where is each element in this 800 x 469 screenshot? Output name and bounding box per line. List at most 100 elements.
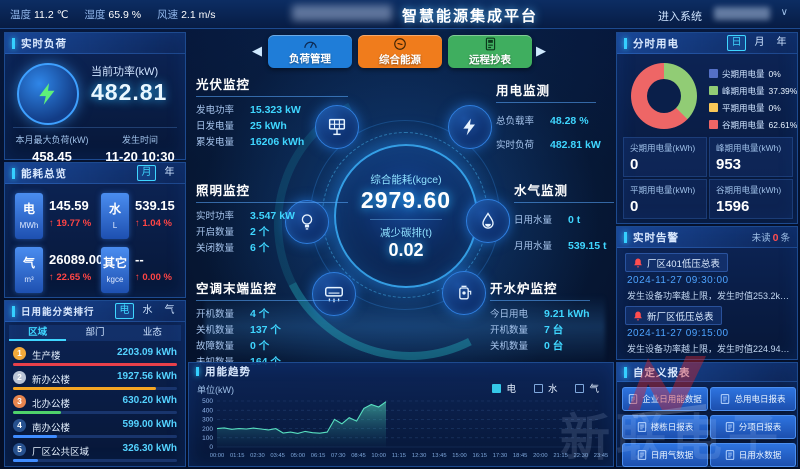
report-button-daily-water[interactable]: 日用水数据: [710, 443, 796, 467]
column-area[interactable]: 区域: [9, 325, 67, 341]
alarm-bell-icon: [634, 311, 642, 320]
kv-row: 累发电量 16206 kWh: [196, 136, 305, 148]
kv-row: 月用水量 539.15 t: [514, 240, 607, 252]
solar-panel-icon: [315, 105, 359, 149]
kv-row: 关机数量 0 台: [490, 340, 564, 352]
page-title: 智慧能源集成平台: [402, 8, 539, 25]
carbon-reduction-value: 0.02: [388, 239, 424, 260]
report-button-subitem-daily[interactable]: 分项日报表: [710, 415, 796, 439]
rank-bar-track: [13, 387, 177, 390]
rank-name: 新办公楼: [32, 375, 71, 386]
legend-water[interactable]: 水: [533, 381, 557, 395]
trend-title: 用能趋势: [205, 365, 251, 378]
reports-header: 自定义报表: [617, 363, 797, 382]
censored-logo: [292, 5, 392, 21]
alert-time: 2024-11-27 09:15:00: [627, 328, 729, 339]
legend-electric[interactable]: 电: [492, 381, 516, 395]
tou-header: 分时用电 日 月 年: [617, 33, 797, 54]
integrated-energy-button[interactable]: 综合能源: [358, 35, 442, 68]
total-energy-value: 2979.60: [360, 186, 452, 213]
kv-row: 总负载率 48.28 %: [496, 115, 589, 127]
load-management-button[interactable]: 负荷管理: [268, 35, 352, 68]
kv-row: 关闭数量 6 个: [196, 242, 270, 254]
other-tile: 其它 kgce -- ↑ 0.00 %: [101, 247, 183, 299]
divider: [370, 218, 442, 220]
nav-next-arrow[interactable]: ▶: [536, 43, 546, 58]
header-accent-bar: [12, 305, 15, 317]
water-gas-title: 水气监测: [514, 180, 614, 203]
electric-trend: ↑ 19.77 %: [49, 218, 92, 229]
ranking-column-tabs: 区域 部门 业态: [9, 325, 181, 341]
report-button-daily-energy[interactable]: 企业日用能数据: [622, 387, 708, 411]
alert-desc: 发生设备功率越上限，发生时值224.94kW…: [627, 344, 791, 354]
weather-strip: 温度 11.2 ℃ 湿度 65.9 % 风速 2.1 m/s: [10, 7, 216, 22]
enter-system-link[interactable]: 进入系统: [658, 11, 702, 23]
chevron-down-icon[interactable]: ∨: [780, 7, 788, 18]
nav-button-label: 远程抄表: [469, 53, 511, 66]
legend-gas[interactable]: 气: [575, 381, 599, 395]
kv-row: 开启数量 2 个: [196, 226, 270, 238]
report-button-building-daily[interactable]: 楼栋日报表: [622, 415, 708, 439]
tab-month[interactable]: 月: [137, 165, 156, 181]
header-accent-bar: [624, 231, 627, 243]
report-button-daily-power[interactable]: 总用电日报表: [710, 387, 796, 411]
kv-row: 今日用电 9.21 kWh: [490, 308, 590, 320]
legend-item: 平期用电量 0%: [709, 99, 797, 116]
header-accent-bar: [624, 366, 627, 378]
user-menu[interactable]: [714, 7, 770, 20]
electric-badge: 电 MWh: [15, 193, 43, 239]
ranking-row: 2 新办公楼 1927.56 kWh: [13, 371, 177, 393]
tab-year[interactable]: 年: [164, 167, 175, 178]
peak-usage-stat: 峰期用电量(kWh) 953: [709, 137, 793, 177]
svg-text:11:15: 11:15: [392, 453, 406, 459]
tab-water[interactable]: 水: [142, 305, 153, 316]
rank-badge: 2: [13, 371, 26, 384]
ranking-title: 日用能分类排行: [21, 307, 95, 318]
svg-text:10:00: 10:00: [371, 453, 386, 459]
alert-source-chip[interactable]: 新厂区低压总表: [625, 306, 722, 325]
wind-stat: 风速 2.1 m/s: [157, 9, 216, 21]
ranking-row: 4 南办公楼 599.00 kWh: [13, 419, 177, 441]
water-drop-icon: [466, 199, 510, 243]
water-value: 539.15: [135, 198, 175, 213]
gas-value: 26089.00: [49, 252, 104, 267]
tou-legend: 尖期用电量 0% 峰期用电量 37.39% 平期用电量 0% 谷期用电量 62.61%: [709, 65, 797, 133]
rank-bar: [13, 363, 177, 366]
total-energy-label: 综合能耗(kgce): [370, 173, 442, 186]
kv-row: 发电功率 15.323 kW: [196, 104, 301, 116]
trend-y-label: 单位(kW): [197, 385, 234, 395]
divider: [13, 127, 177, 128]
nav-prev-arrow[interactable]: ◀: [252, 43, 262, 58]
header-accent-bar: [624, 37, 627, 49]
occur-time-stat: 发生时间 11-20 10:30: [95, 133, 185, 164]
tab-electric[interactable]: 电: [115, 303, 134, 319]
tou-panel: 分时用电 日 月 年 尖期用电量 0% 峰期用电量 37.39% 平期用电量 0% 谷…: [616, 32, 798, 224]
rank-name: 南办公楼: [32, 423, 71, 434]
svg-text:100: 100: [202, 435, 213, 442]
svg-text:13:45: 13:45: [432, 453, 447, 459]
svg-text:18:45: 18:45: [513, 453, 528, 459]
svg-text:500: 500: [202, 398, 213, 405]
report-button-daily-gas[interactable]: 日用气数据: [622, 443, 708, 467]
column-department[interactable]: 部门: [85, 327, 105, 338]
trend-header: 用能趋势: [189, 363, 613, 379]
svg-text:200: 200: [202, 426, 213, 433]
tab-month[interactable]: 月: [754, 37, 765, 48]
tab-day[interactable]: 日: [727, 35, 746, 51]
other-trend: ↑ 0.00 %: [135, 272, 172, 283]
unread-counter: 未读 0 条: [751, 232, 790, 244]
column-business[interactable]: 业态: [142, 327, 162, 338]
flat-usage-stat: 平期用电量(kWh) 0: [623, 179, 707, 219]
tab-gas[interactable]: 气: [164, 305, 175, 316]
pv-title: 光伏监控: [196, 74, 348, 97]
realtime-load-panel: 实时负荷 当前功率(kW) 482.81 本月最大负荷(kW) 458.45 发…: [4, 32, 186, 164]
alert-source-chip[interactable]: 厂区401低压总表: [625, 253, 728, 272]
rank-bar: [13, 411, 61, 414]
tab-year[interactable]: 年: [776, 37, 787, 48]
rank-name: 厂区公共区域: [32, 447, 90, 458]
legend-swatch: [709, 86, 718, 95]
energy-ranking-panel: 日用能分类排行 电 水 气 区域 部门 业态 1 生产楼 2203.09 kWh…: [4, 300, 186, 467]
remote-meter-button[interactable]: 远程抄表: [448, 35, 532, 68]
